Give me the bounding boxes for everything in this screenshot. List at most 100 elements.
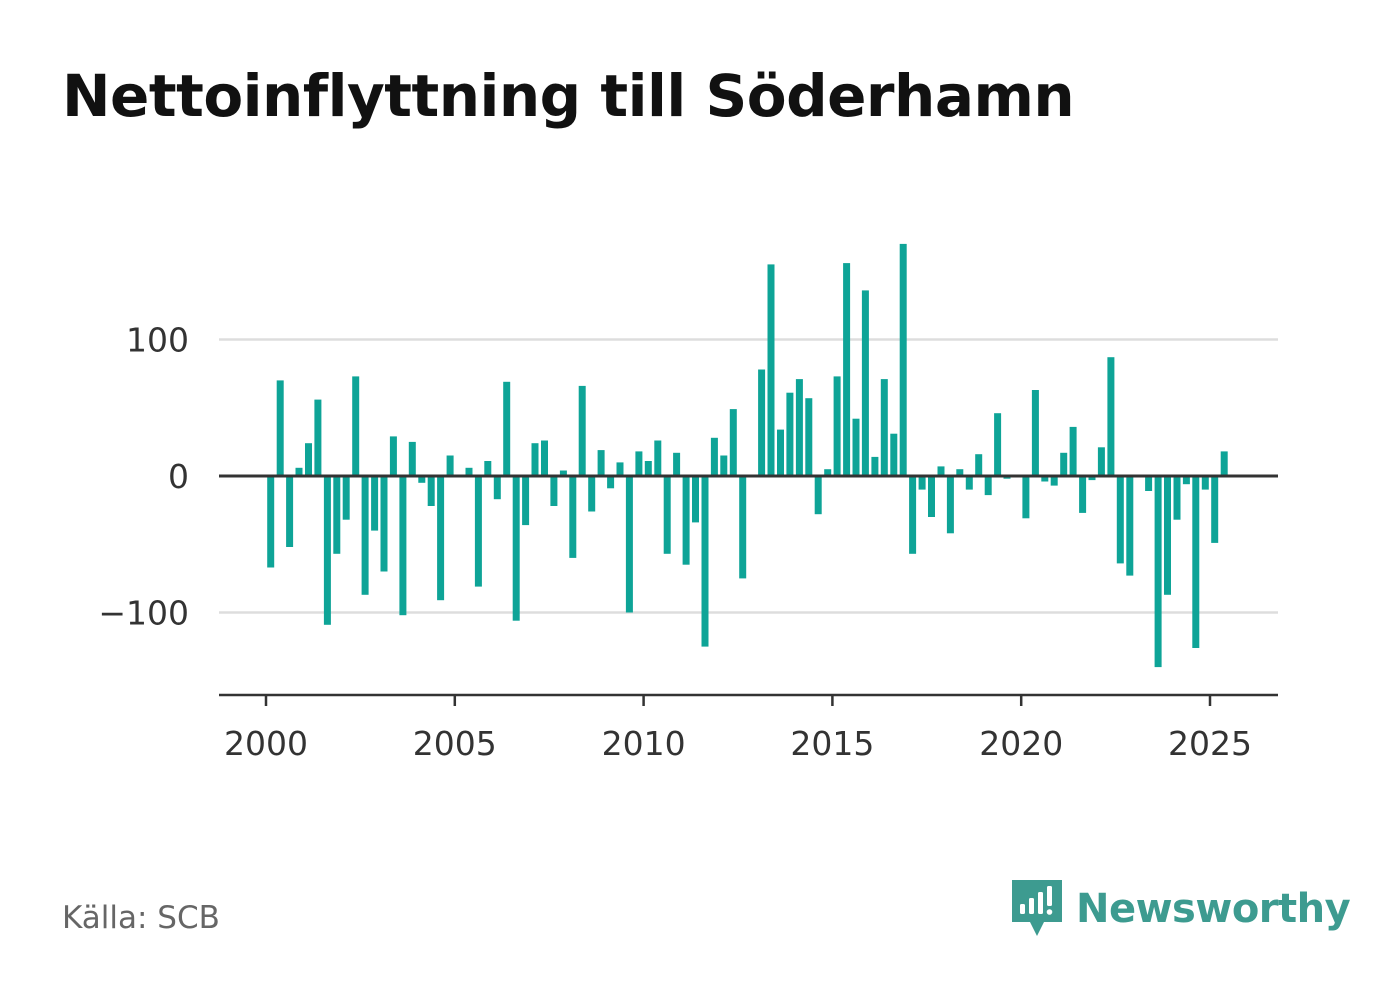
- bar: [361, 476, 369, 595]
- source-note: Källa: SCB: [62, 900, 220, 936]
- bar: [644, 461, 652, 476]
- y-tick-label: −100: [98, 594, 189, 633]
- bar: [824, 469, 832, 476]
- bar: [805, 398, 813, 476]
- x-tick-label: 2020: [979, 724, 1063, 763]
- bar: [673, 452, 681, 476]
- bar: [1220, 451, 1228, 476]
- bar: [493, 476, 501, 500]
- bar: [295, 467, 303, 476]
- bar: [1022, 476, 1030, 519]
- bar: [1145, 476, 1153, 491]
- bar: [408, 441, 416, 476]
- grid-lines: [219, 338, 1278, 614]
- bar: [814, 476, 822, 515]
- bar: [380, 476, 388, 572]
- bar: [578, 385, 586, 476]
- bar: [1107, 357, 1115, 476]
- bar: [833, 376, 841, 476]
- bar: [1126, 476, 1134, 576]
- bar: [1201, 476, 1209, 490]
- bar: [635, 451, 643, 476]
- bar: [616, 462, 624, 476]
- y-tick-label: 100: [126, 321, 189, 360]
- bar: [871, 456, 879, 476]
- x-tick-label: 2000: [224, 724, 308, 763]
- bar: [323, 476, 331, 625]
- x-tick-label: 2015: [790, 724, 874, 763]
- bar: [389, 436, 397, 476]
- brand-name: Newsworthy: [1076, 886, 1351, 932]
- bar: [399, 476, 407, 616]
- bar: [654, 440, 662, 476]
- chart-title: Nettoinflyttning till Söderhamn: [62, 62, 1075, 130]
- bar: [946, 476, 954, 534]
- bar: [928, 476, 935, 517]
- bar: [625, 476, 633, 613]
- bar: [1097, 447, 1105, 476]
- bar: [503, 381, 511, 476]
- bar: [1060, 452, 1068, 476]
- axes: 100 0 −100 2000 2005 2010 2015 2020 2025: [98, 321, 1278, 763]
- bar: [795, 379, 803, 476]
- bar: [437, 476, 445, 601]
- bar: [276, 380, 284, 476]
- bar: [418, 476, 426, 483]
- bar: [720, 455, 728, 476]
- bar: [767, 264, 775, 476]
- bar: [352, 376, 360, 476]
- bar: [729, 409, 737, 476]
- bar: [569, 476, 577, 558]
- bar: [758, 369, 766, 476]
- bar: [984, 476, 992, 496]
- bar: [1041, 476, 1049, 482]
- bar: [937, 466, 945, 476]
- bar: [1192, 476, 1200, 648]
- bar: [427, 476, 435, 506]
- bar: [267, 476, 275, 568]
- bar: [465, 467, 473, 476]
- bar: [701, 476, 709, 647]
- bar: [692, 476, 699, 523]
- bar: [861, 290, 869, 476]
- bar: [286, 476, 294, 547]
- bar: [956, 469, 964, 476]
- bar: [541, 440, 548, 476]
- bar: [1211, 476, 1219, 543]
- y-tick-label: 0: [168, 457, 189, 496]
- bar: [333, 476, 341, 554]
- bar: [484, 461, 492, 476]
- bar: [474, 476, 482, 587]
- bar: [588, 476, 596, 512]
- bar: [918, 476, 926, 490]
- newsworthy-logo-icon: [1012, 880, 1062, 936]
- bar: [852, 418, 860, 476]
- bar: [975, 454, 983, 476]
- bar: [342, 476, 350, 520]
- bar: [1116, 476, 1124, 564]
- bar: [1154, 476, 1162, 668]
- bar: [446, 455, 454, 476]
- bar: [597, 450, 605, 476]
- bar: [965, 476, 973, 490]
- bar: [607, 476, 615, 489]
- bar: [739, 476, 747, 579]
- brand-logo: Newsworthy: [1010, 878, 1351, 940]
- bar: [314, 399, 322, 476]
- bar: [1031, 390, 1039, 476]
- bars: [267, 243, 1228, 668]
- bar: [1164, 476, 1171, 595]
- bar: [909, 476, 917, 554]
- bar: [522, 476, 530, 526]
- bar: [880, 379, 888, 476]
- bar: [777, 429, 784, 476]
- bar: [1182, 476, 1190, 485]
- bar: [1173, 476, 1181, 520]
- x-tick-label: 2025: [1168, 724, 1252, 763]
- x-tick-label: 2005: [413, 724, 497, 763]
- bar: [663, 476, 671, 554]
- bar: [682, 476, 690, 565]
- bar: [371, 476, 379, 531]
- bar: [550, 476, 558, 506]
